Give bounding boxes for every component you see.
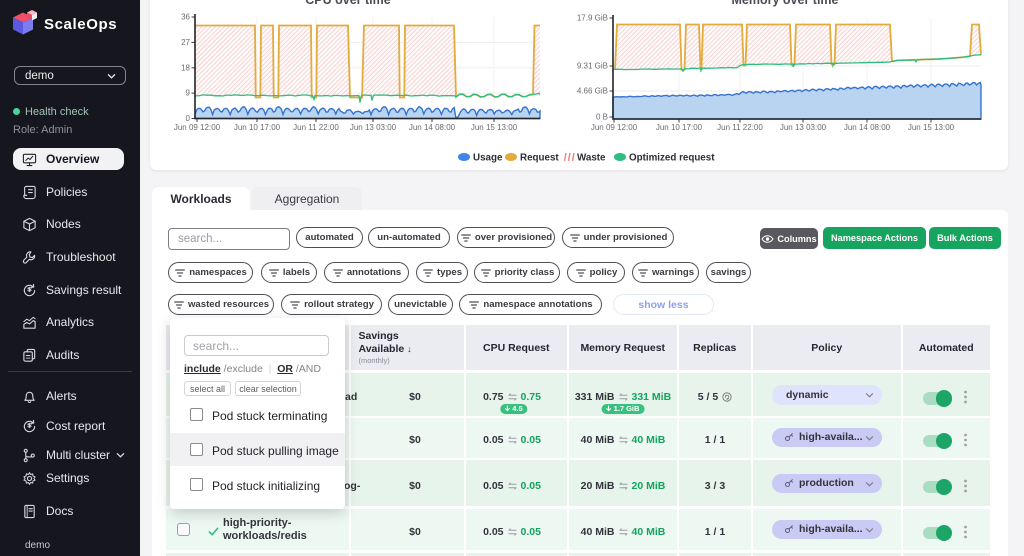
svg-text:9.31 GiB: 9.31 GiB — [577, 62, 608, 71]
svg-text:36: 36 — [181, 13, 190, 22]
svg-text:Memory over time: Memory over time — [732, 0, 839, 7]
svg-text:Jun 14 08:00: Jun 14 08:00 — [844, 123, 891, 132]
svg-text:17.9 GiB: 17.9 GiB — [577, 14, 608, 23]
svg-text:Jun 09 12:00: Jun 09 12:00 — [591, 123, 638, 132]
svg-text:0 B: 0 B — [596, 113, 608, 122]
svg-text:Jun 15 13:00: Jun 15 13:00 — [471, 123, 518, 132]
svg-text:Jun 15 13:00: Jun 15 13:00 — [908, 123, 955, 132]
svg-text:Jun 10 17:00: Jun 10 17:00 — [234, 123, 281, 132]
svg-text:Jun 14 08:00: Jun 14 08:00 — [409, 123, 456, 132]
svg-text:Request: Request — [520, 153, 559, 164]
svg-text:9: 9 — [186, 89, 191, 98]
svg-text:4.66 GiB: 4.66 GiB — [577, 87, 608, 96]
svg-text:0: 0 — [186, 114, 191, 123]
svg-text:CPU over time: CPU over time — [305, 0, 390, 7]
svg-text:Jun 09 12:00: Jun 09 12:00 — [174, 123, 221, 132]
svg-text:18: 18 — [181, 63, 190, 72]
svg-text:Waste: Waste — [577, 153, 606, 164]
svg-text:Optimized request: Optimized request — [629, 153, 715, 164]
svg-text:Jun 13 03:00: Jun 13 03:00 — [350, 123, 397, 132]
svg-text:27: 27 — [181, 38, 190, 47]
svg-text:Usage: Usage — [473, 153, 503, 164]
svg-text:Jun 11 22:00: Jun 11 22:00 — [717, 123, 763, 132]
svg-text:Jun 10 17:00: Jun 10 17:00 — [656, 123, 703, 132]
svg-text:Jun 11 22:00: Jun 11 22:00 — [293, 123, 339, 132]
svg-text:Jun 13 03:00: Jun 13 03:00 — [780, 123, 827, 132]
